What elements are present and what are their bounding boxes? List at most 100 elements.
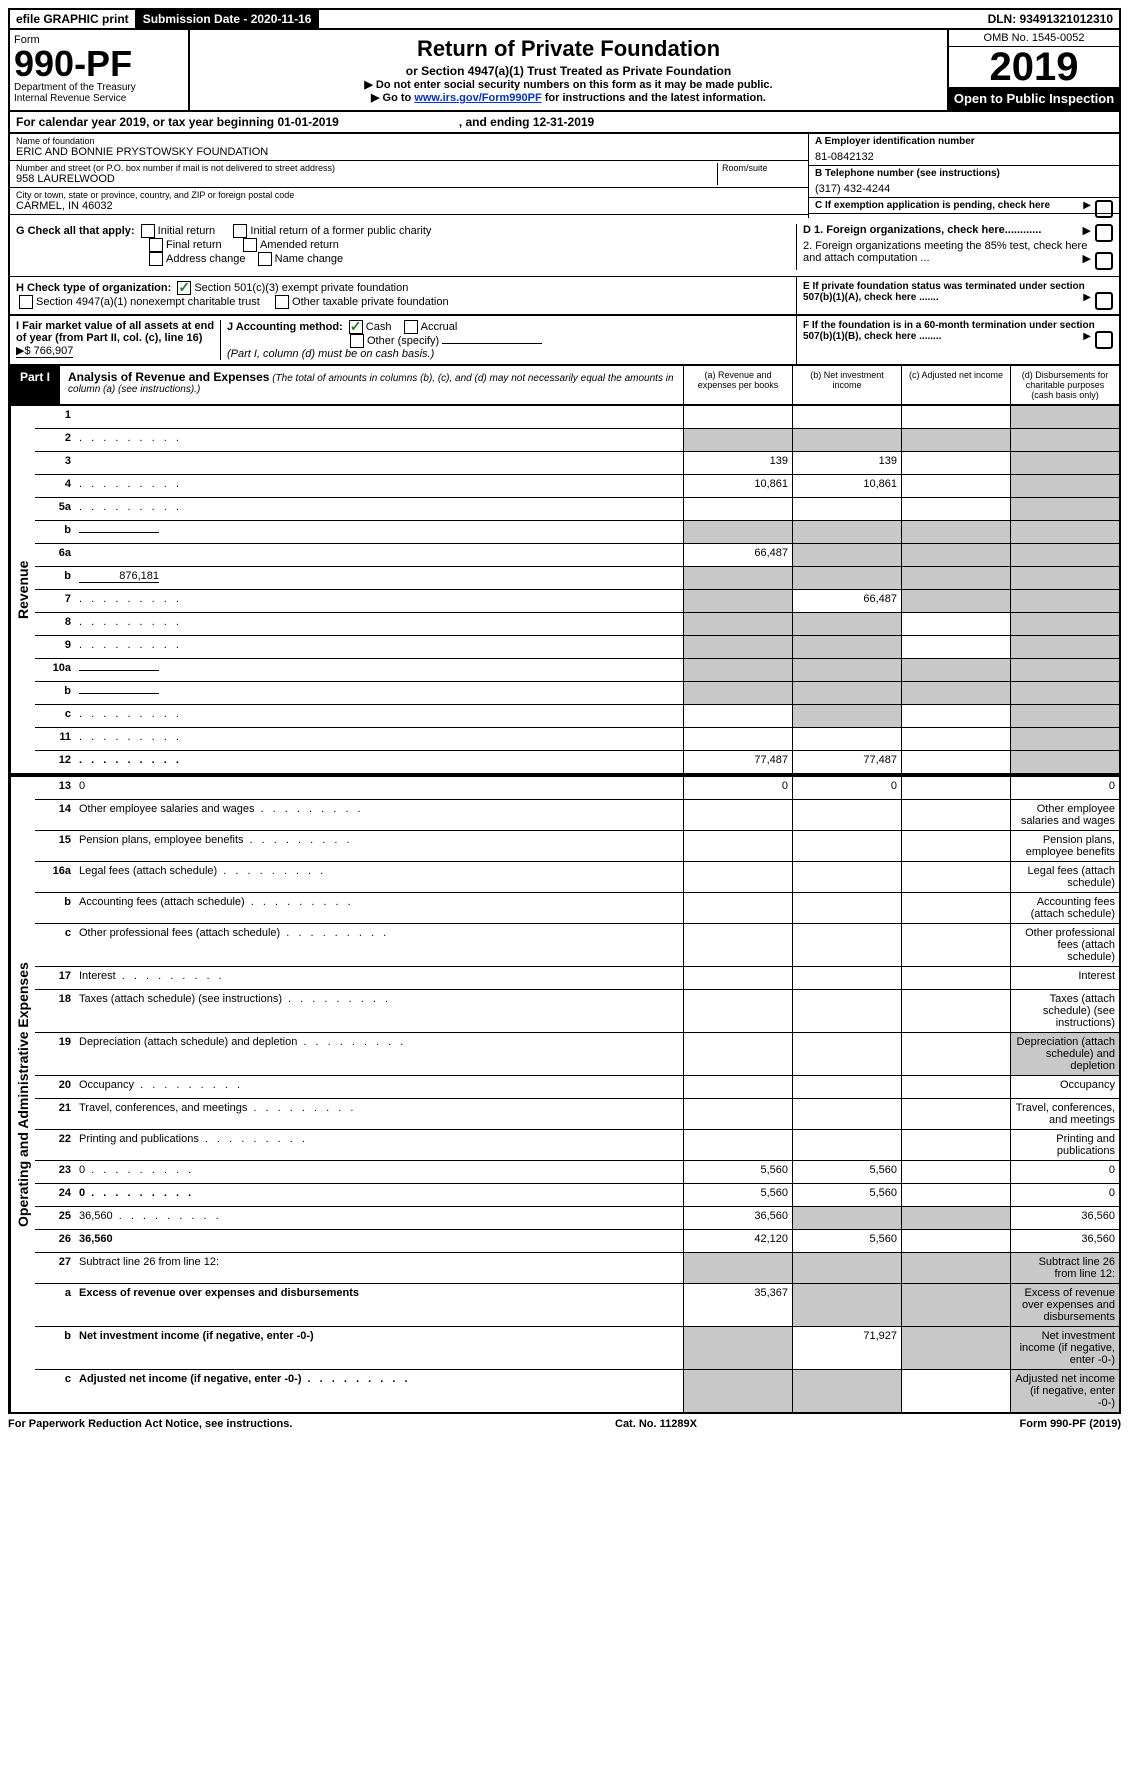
entity-right: A Employer identification number 81-0842…	[809, 134, 1119, 218]
row-description: 0	[75, 1184, 683, 1206]
cell-b	[792, 1207, 901, 1229]
row-description	[75, 429, 683, 451]
cell-c	[901, 800, 1010, 830]
cell-b	[792, 659, 901, 681]
row-number: 27	[35, 1253, 75, 1283]
cell-d: Excess of revenue over expenses and disb…	[1010, 1284, 1119, 1326]
cell-b	[792, 1076, 901, 1098]
cell-a	[683, 1327, 792, 1369]
cell-b	[792, 1130, 901, 1160]
top-bar: efile GRAPHIC print Submission Date - 20…	[8, 8, 1121, 30]
cb-accrual[interactable]	[404, 320, 418, 334]
row-number: b	[35, 1327, 75, 1369]
row-description: Depreciation (attach schedule) and deple…	[75, 1033, 683, 1075]
cell-c	[901, 1327, 1010, 1369]
cell-a	[683, 990, 792, 1032]
cb-name[interactable]	[258, 252, 272, 266]
cell-b	[792, 831, 901, 861]
instructions-link[interactable]: www.irs.gov/Form990PF	[414, 92, 541, 104]
cell-c	[901, 1130, 1010, 1160]
note-goto: ▶ Go to www.irs.gov/Form990PF for instru…	[194, 91, 943, 104]
f-checkbox[interactable]	[1095, 331, 1113, 349]
cell-a	[683, 521, 792, 543]
cell-b	[792, 406, 901, 428]
entity-left: Name of foundation ERIC AND BONNIE PRYST…	[10, 134, 809, 218]
cell-a	[683, 682, 792, 704]
row-description	[75, 728, 683, 750]
cell-b	[792, 893, 901, 923]
cell-b	[792, 1284, 901, 1326]
cell-c	[901, 682, 1010, 704]
row-number: 26	[35, 1230, 75, 1252]
table-row: 6a66,487	[35, 544, 1119, 567]
cell-d	[1010, 475, 1119, 497]
cb-amended[interactable]	[243, 238, 257, 252]
cb-address[interactable]	[149, 252, 163, 266]
cell-a	[683, 705, 792, 727]
cb-501c3[interactable]	[177, 281, 191, 295]
footer-center: Cat. No. 11289X	[615, 1418, 697, 1430]
cell-a	[683, 800, 792, 830]
cell-c	[901, 893, 1010, 923]
table-row: 20OccupancyOccupancy	[35, 1076, 1119, 1099]
cell-c	[901, 429, 1010, 451]
row-number: c	[35, 1370, 75, 1412]
row-number: 5a	[35, 498, 75, 520]
cb-cash[interactable]	[349, 320, 363, 334]
cb-4947[interactable]	[19, 295, 33, 309]
row-description: 0	[75, 777, 683, 799]
cell-c	[901, 659, 1010, 681]
cell-d	[1010, 452, 1119, 474]
cell-c	[901, 831, 1010, 861]
cell-c	[901, 1370, 1010, 1412]
cell-d: Printing and publications	[1010, 1130, 1119, 1160]
cb-other-taxable[interactable]	[275, 295, 289, 309]
dln: DLN: 93491321012310	[982, 10, 1119, 28]
cell-b	[792, 521, 901, 543]
cell-d: Accounting fees (attach schedule)	[1010, 893, 1119, 923]
cb-initial[interactable]	[141, 224, 155, 238]
cell-a: 36,560	[683, 1207, 792, 1229]
row-description: Travel, conferences, and meetings	[75, 1099, 683, 1129]
row-number: c	[35, 924, 75, 966]
cell-d	[1010, 613, 1119, 635]
table-row: 2405,5605,5600	[35, 1184, 1119, 1207]
table-row: 3139139	[35, 452, 1119, 475]
table-row: aExcess of revenue over expenses and dis…	[35, 1284, 1119, 1327]
cell-d: 36,560	[1010, 1230, 1119, 1252]
cell-a	[683, 862, 792, 892]
col-d: (d) Disbursements for charitable purpose…	[1010, 366, 1119, 404]
city-row: City or town, state or province, country…	[10, 188, 808, 215]
form-title: Return of Private Foundation	[194, 36, 943, 62]
row-description	[75, 475, 683, 497]
cell-b	[792, 567, 901, 589]
page-footer: For Paperwork Reduction Act Notice, see …	[8, 1414, 1121, 1434]
d1-checkbox[interactable]	[1095, 224, 1113, 242]
cb-final[interactable]	[149, 238, 163, 252]
cell-c	[901, 1230, 1010, 1252]
cell-b	[792, 1370, 901, 1412]
cell-d	[1010, 728, 1119, 750]
address-row: Number and street (or P.O. box number if…	[10, 161, 808, 188]
table-row: 9	[35, 636, 1119, 659]
cb-other-method[interactable]	[350, 334, 364, 348]
e-checkbox[interactable]	[1095, 292, 1113, 310]
footer-right: Form 990-PF (2019)	[1020, 1418, 1122, 1430]
table-row: 11	[35, 728, 1119, 751]
cb-initial-former[interactable]	[233, 224, 247, 238]
row-number: 8	[35, 613, 75, 635]
tax-year: 2019	[949, 47, 1119, 87]
table-row: b	[35, 682, 1119, 705]
d2-checkbox[interactable]	[1095, 252, 1113, 270]
cell-d: Subtract line 26 from line 12:	[1010, 1253, 1119, 1283]
c-checkbox[interactable]	[1095, 200, 1113, 218]
table-row: 22Printing and publicationsPrinting and …	[35, 1130, 1119, 1161]
table-row: 1277,48777,487	[35, 751, 1119, 773]
cell-d: 36,560	[1010, 1207, 1119, 1229]
cell-d: Interest	[1010, 967, 1119, 989]
row-number: b	[35, 567, 75, 589]
table-row: bNet investment income (if negative, ent…	[35, 1327, 1119, 1370]
cell-d	[1010, 705, 1119, 727]
cell-c	[901, 521, 1010, 543]
col-c: (c) Adjusted net income	[901, 366, 1010, 404]
